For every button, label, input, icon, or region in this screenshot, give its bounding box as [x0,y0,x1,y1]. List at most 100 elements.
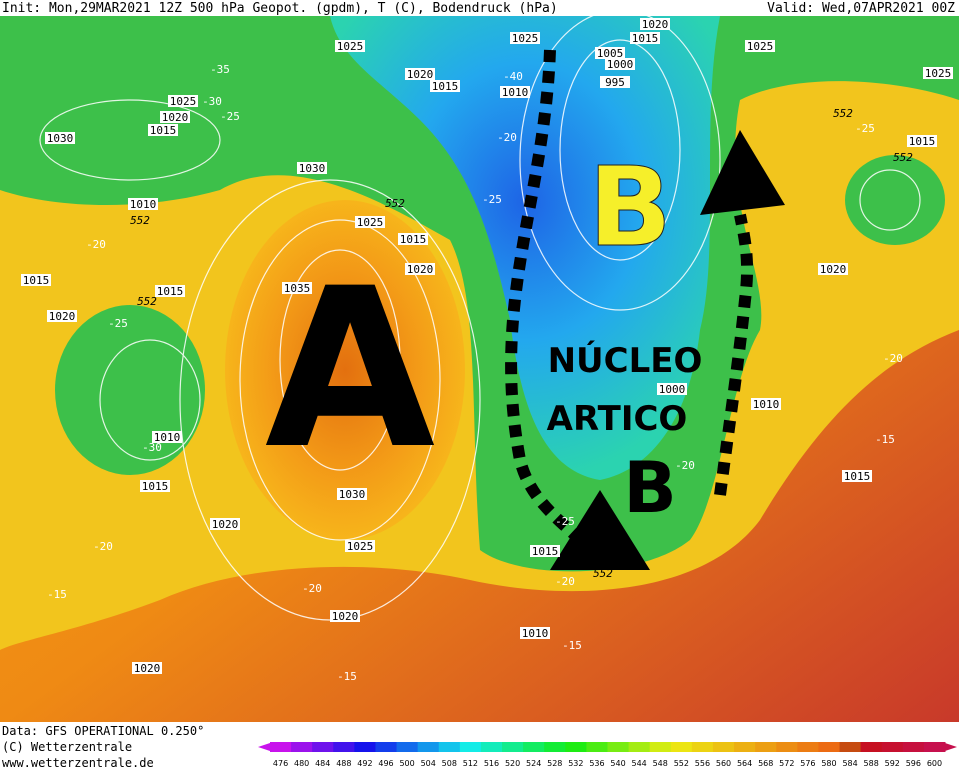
isobar-label-bg [140,480,170,492]
colorbar-label: 560 [716,759,731,768]
isobar-label-bg [210,518,240,530]
colorbar-label: 524 [526,759,541,768]
isobar-label: 1015 [157,285,184,298]
footer-data: Data: GFS OPERATIONAL 0.250° [2,724,204,738]
colorbar-swatch [755,742,777,752]
isobar-label: 1015 [432,80,459,93]
green-cutoff-west [55,305,205,475]
colorbar-label: 556 [695,759,710,768]
colorbar-swatch [734,742,756,752]
isobar-label: 1000 [607,58,634,71]
isobar-label-bg [168,95,198,107]
colorbar-swatch [523,742,545,752]
isobar-label-bg [907,135,937,147]
isobar-label: 1020 [332,610,359,623]
low-label: B [588,143,672,271]
temperature-label: -35 [210,63,230,76]
colorbar-swatch [375,742,398,752]
isobar-label-bg [405,68,435,80]
temperature-label: -20 [302,582,322,595]
arrow-head [550,490,650,570]
temperature-label: -20 [86,238,106,251]
temperature-label: -40 [503,70,523,83]
temperature-label: -20 [883,352,903,365]
isobar-label-bg [330,610,360,622]
colorbar-label: 588 [864,759,879,768]
temperature-label: -25 [855,122,875,135]
height-label: 552 [833,107,853,120]
init-time: Init: Mon,29MAR2021 12Z 500 hPa Geopot. … [2,1,558,16]
isobar-label-bg [520,627,550,639]
isobar-label-bg [355,216,385,228]
colorbar-swatch [586,742,608,752]
colorbar-label: 484 [315,759,330,768]
colorbar-swatch [502,742,524,752]
isobar-label-bg [335,40,365,52]
isobar-label: 1005 [597,47,624,60]
isobar-label-bg [595,47,625,59]
isobar-label: 1015 [909,135,936,148]
isobar-label-bg [640,18,670,30]
height-label: 552 [893,151,913,164]
isobar-label: 1025 [170,95,197,108]
colorbar-swatch [860,742,883,752]
colorbar-label: 564 [737,759,752,768]
isobar-label: 1020 [49,310,76,323]
colorbar-label: 536 [589,759,604,768]
colorbar-label: 540 [610,759,625,768]
isobar-label-bg [128,198,158,210]
colorbar-label: 500 [399,759,414,768]
colorbar-label: 600 [927,759,942,768]
colorbar-swatch [797,742,819,752]
isobar-label: 1015 [142,480,169,493]
colorbar-end [945,743,957,751]
colorbar-label: 568 [758,759,773,768]
colorbar-swatch [333,742,355,752]
isobar-label-bg [600,76,630,88]
isobar-label-bg [510,32,540,44]
colorbar-swatch [881,742,904,752]
colorbar-swatch [565,742,587,752]
temperature-label: -15 [562,639,582,652]
colorbar-label: 504 [421,759,436,768]
isobar-label: 1020 [407,263,434,276]
isobar-label-bg [21,274,51,286]
isobar-label-bg [132,662,162,674]
colorbar-swatch [902,742,925,752]
colorbar-label: 580 [821,759,836,768]
colorbar-swatch [438,742,461,752]
colorbar-swatch [776,742,798,752]
isobar-label: 1025 [512,32,539,45]
colorbar-swatch [312,742,334,752]
isobar-label-bg [657,383,687,395]
colorbar-swatch [628,742,651,752]
colorbar-label: 480 [294,759,309,768]
colorbar-label: 592 [885,759,900,768]
isobar-label-bg [842,470,872,482]
isobar-label-bg [337,488,367,500]
isobar-label: 1010 [154,431,181,444]
isobar-label: 1015 [532,545,559,558]
isobar-label: 1020 [162,111,189,124]
temperature-label: -15 [47,588,67,601]
colorbar-label: 516 [484,759,499,768]
temperature-label: -15 [875,433,895,446]
isobar-label-bg [398,233,428,245]
isobar-label: 1020 [820,263,847,276]
colorbar-swatch [818,742,841,752]
isobar-label: 1020 [642,18,669,31]
colorbar-label: 596 [906,759,921,768]
temperature-label: -25 [220,110,240,123]
colorbar-label: 552 [674,759,689,768]
isobar-label: 1030 [339,488,366,501]
colorbar-swatch [691,742,714,752]
colorbar-swatch [270,742,292,752]
colorbar-swatch [712,742,735,752]
footer-url: www.wetterzentrale.de [2,756,154,770]
flow-arrows [505,49,754,545]
colorbar-label: 584 [842,759,857,768]
isobar-label-bg [47,310,77,322]
isobar-label: 1030 [299,162,326,175]
isobar-label-bg [818,263,848,275]
